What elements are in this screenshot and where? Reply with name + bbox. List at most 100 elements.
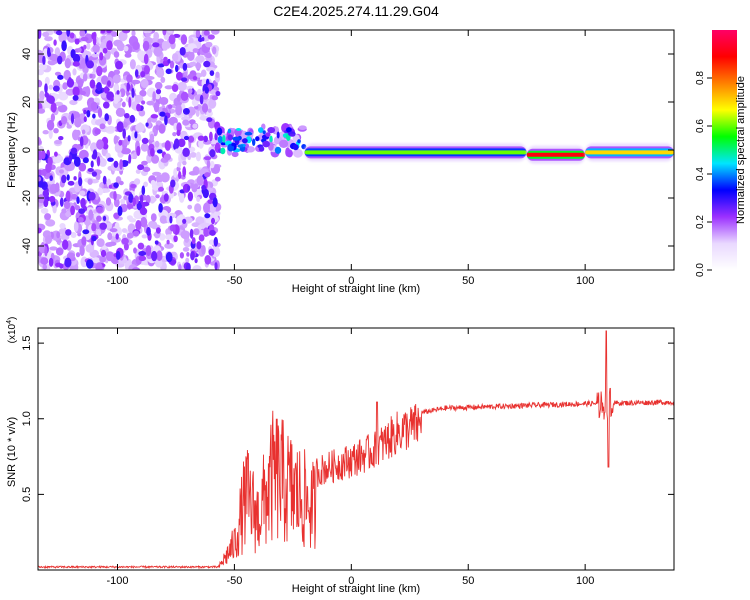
noise-blob xyxy=(79,136,84,147)
noise-blob xyxy=(44,92,49,98)
noise-blob xyxy=(211,30,220,35)
noise-blob xyxy=(78,177,83,187)
noise-blob xyxy=(155,88,162,95)
signal-blob xyxy=(258,127,264,133)
noise-blob xyxy=(182,247,190,252)
noise-blob xyxy=(77,217,84,223)
noise-blob xyxy=(97,187,104,196)
noise-blob xyxy=(138,255,147,262)
noise-blob xyxy=(85,244,95,253)
noise-blob xyxy=(209,70,215,76)
noise-blob xyxy=(138,109,146,117)
noise-blob xyxy=(121,148,131,155)
snr-ylabel: SNR (10 * v/v) xyxy=(6,417,18,487)
noise-blob xyxy=(44,36,53,42)
noise-blob xyxy=(89,73,93,79)
noise-blob xyxy=(99,256,107,263)
noise-blob xyxy=(171,84,179,92)
noise-blob xyxy=(58,91,69,101)
noise-blob xyxy=(141,185,146,196)
noise-blob xyxy=(200,222,211,228)
signal-blob xyxy=(232,136,240,141)
noise-blob xyxy=(55,182,60,193)
noise-blob xyxy=(193,183,199,188)
noise-blob xyxy=(145,76,155,80)
snr-panel: -100 -50 0 50 100 0.5 1.0 1.5 Height of straigh… xyxy=(6,317,675,595)
x-tick-label: -100 xyxy=(106,575,128,587)
noise-blob xyxy=(142,40,150,51)
noise-blob xyxy=(211,217,215,225)
noise-blob xyxy=(38,176,42,182)
noise-blob xyxy=(201,37,205,42)
noise-blob xyxy=(140,216,148,228)
y-tick-label: 0 xyxy=(21,147,33,153)
noise-blob xyxy=(49,195,56,203)
noise-blob xyxy=(134,131,138,139)
noise-blob xyxy=(141,160,148,166)
noise-blob xyxy=(187,135,195,143)
heatmap-axis-ticks: -100 -50 0 50 100 -40 -20 0 20 40 xyxy=(21,30,674,287)
noise-blob xyxy=(204,86,209,94)
noise-blob xyxy=(153,46,163,57)
noise-blob xyxy=(42,130,49,135)
noise-blob xyxy=(87,178,93,185)
signal-blob xyxy=(258,146,265,152)
noise-blob xyxy=(145,122,149,127)
noise-blob xyxy=(63,200,71,210)
noise-blob xyxy=(181,116,191,121)
noise-blob xyxy=(50,102,57,113)
heatmap-panel: -100 -50 0 50 100 -40 -20 0 20 40 Height of strai… xyxy=(6,29,675,295)
signal-halo xyxy=(298,125,307,130)
noise-blob xyxy=(65,210,72,218)
noise-blob xyxy=(61,208,67,214)
noise-blob xyxy=(88,209,94,221)
noise-blob xyxy=(179,252,184,259)
noise-blob xyxy=(133,247,137,254)
noise-blob xyxy=(83,44,87,50)
signal-blob xyxy=(265,132,271,138)
noise-blob xyxy=(61,174,67,184)
noise-blob xyxy=(152,42,160,48)
noise-blob xyxy=(180,34,188,45)
noise-blob xyxy=(192,265,202,270)
noise-blob xyxy=(175,64,179,73)
noise-blob xyxy=(141,100,146,105)
noise-blob xyxy=(92,44,100,53)
noise-blob xyxy=(70,147,78,155)
noise-blob xyxy=(66,174,70,181)
noise-blob xyxy=(135,169,141,175)
noise-blob xyxy=(94,192,99,200)
noise-blob xyxy=(189,228,194,239)
noise-blob xyxy=(209,229,216,236)
noise-blob xyxy=(52,204,57,214)
snr-plot-area xyxy=(38,328,674,570)
noise-blob xyxy=(67,180,75,186)
noise-blob xyxy=(42,31,50,38)
noise-blob xyxy=(156,149,163,154)
noise-blob xyxy=(132,230,140,237)
noise-blob xyxy=(143,65,150,75)
noise-blob xyxy=(108,184,113,189)
noise-blob xyxy=(127,203,134,209)
colorbar-tick-label: 0.4 xyxy=(695,167,706,181)
noise-blob xyxy=(189,61,197,67)
noise-blob xyxy=(57,104,68,113)
x-tick-label: 0 xyxy=(348,575,354,587)
noise-blob xyxy=(130,184,137,189)
noise-blob xyxy=(38,98,44,102)
noise-blob xyxy=(72,53,81,63)
noise-blob xyxy=(99,52,104,61)
noise-blob xyxy=(207,199,213,205)
noise-blob xyxy=(215,90,221,97)
noise-blob xyxy=(211,95,219,101)
noise-blob xyxy=(151,154,160,164)
signal-blob xyxy=(220,147,226,155)
noise-blob xyxy=(121,101,126,108)
noise-blob xyxy=(97,107,103,118)
noise-blob xyxy=(212,46,217,55)
x-tick-label: -50 xyxy=(226,275,242,287)
signal-blob xyxy=(222,135,226,143)
noise-blob xyxy=(54,151,58,157)
noise-blob xyxy=(61,239,69,250)
